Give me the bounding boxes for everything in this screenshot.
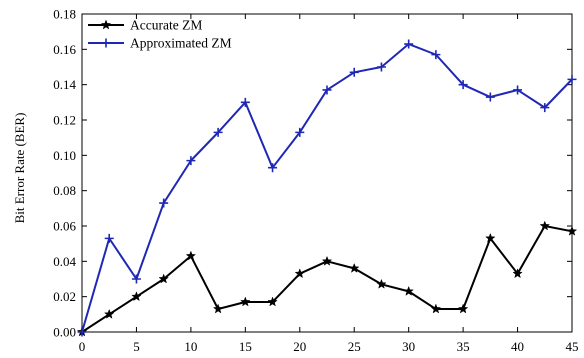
series-approximated-zm bbox=[77, 39, 577, 337]
plot-frame bbox=[81, 13, 573, 333]
x-tick-label: 15 bbox=[239, 339, 252, 354]
y-tick-label: 0.00 bbox=[53, 325, 76, 340]
legend-swatch-marker bbox=[101, 38, 111, 48]
data-point bbox=[103, 308, 115, 319]
data-point bbox=[185, 250, 197, 261]
data-point bbox=[540, 103, 550, 113]
data-point bbox=[240, 97, 250, 107]
legend-label: Accurate ZM bbox=[130, 18, 202, 33]
x-tick-label: 30 bbox=[402, 339, 415, 354]
y-axis-label: Bit Error Rate (BER) bbox=[12, 113, 27, 224]
data-point bbox=[294, 268, 306, 279]
data-point bbox=[566, 225, 578, 236]
data-point bbox=[431, 50, 441, 60]
data-point bbox=[485, 232, 496, 243]
x-tick-label: 20 bbox=[293, 339, 306, 354]
data-point bbox=[430, 303, 442, 314]
x-tick-label: 10 bbox=[184, 339, 197, 354]
legend: Accurate ZM Approximated ZM bbox=[88, 18, 232, 51]
data-point bbox=[131, 274, 141, 284]
data-point bbox=[159, 198, 169, 208]
data-point bbox=[212, 303, 224, 314]
data-point bbox=[295, 127, 305, 137]
legend-label: Approximated ZM bbox=[130, 36, 232, 51]
y-tick-label: 0.12 bbox=[53, 113, 76, 128]
x-tick-label: 0 bbox=[79, 339, 86, 354]
x-tick-label: 40 bbox=[511, 339, 524, 354]
data-point bbox=[485, 92, 495, 102]
y-tick-label: 0.18 bbox=[53, 7, 76, 22]
data-point bbox=[77, 327, 87, 337]
x-tick-label: 45 bbox=[566, 339, 579, 354]
data-point bbox=[104, 233, 114, 243]
data-point bbox=[348, 262, 360, 273]
data-point bbox=[268, 163, 278, 173]
data-point bbox=[458, 80, 468, 90]
legend-swatch-marker bbox=[100, 19, 112, 30]
data-point bbox=[513, 85, 523, 95]
data-point bbox=[240, 296, 251, 307]
data-point bbox=[376, 278, 387, 289]
data-point bbox=[349, 67, 359, 77]
series-line bbox=[81, 225, 573, 333]
y-axis-ticks: 0.00 0.02 0.04 0.06 0.08 0.10 0.12 0.14 0.16 0.18 bbox=[53, 7, 572, 340]
data-point bbox=[131, 291, 142, 302]
x-tick-label: 25 bbox=[348, 339, 361, 354]
y-tick-label: 0.04 bbox=[53, 254, 76, 269]
y-tick-label: 0.08 bbox=[53, 183, 76, 198]
data-point bbox=[267, 296, 278, 307]
data-point bbox=[457, 303, 469, 314]
y-tick-label: 0.02 bbox=[53, 289, 76, 304]
legend-item: Approximated ZM bbox=[88, 36, 232, 51]
data-point bbox=[321, 255, 333, 266]
x-axis-ticks: 0 5 10 15 20 25 30 35 40 45 bbox=[79, 14, 579, 354]
y-tick-label: 0.16 bbox=[53, 42, 76, 57]
legend-item: Accurate ZM bbox=[88, 18, 202, 33]
y-tick-label: 0.10 bbox=[53, 148, 76, 163]
data-point bbox=[404, 39, 414, 49]
data-point bbox=[213, 127, 223, 137]
x-tick-label: 5 bbox=[133, 339, 140, 354]
data-point bbox=[403, 285, 414, 296]
x-tick-label: 35 bbox=[457, 339, 470, 354]
data-point bbox=[186, 156, 196, 166]
data-point bbox=[539, 220, 551, 231]
data-point bbox=[376, 62, 386, 72]
series-group bbox=[76, 39, 578, 337]
data-point bbox=[567, 74, 577, 84]
y-tick-label: 0.14 bbox=[53, 77, 76, 92]
plot-area bbox=[81, 13, 573, 333]
data-point bbox=[322, 85, 332, 95]
data-point bbox=[512, 268, 523, 279]
y-tick-label: 0.06 bbox=[53, 219, 76, 234]
data-point bbox=[158, 273, 169, 284]
series-accurate-zm bbox=[76, 220, 578, 337]
